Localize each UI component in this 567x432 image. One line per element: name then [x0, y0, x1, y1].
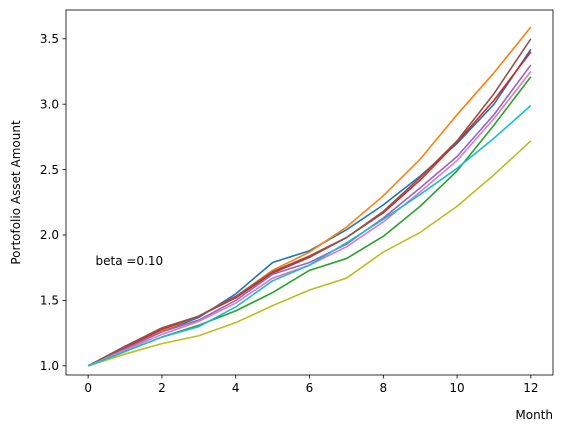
y-axis-ticks: 1.0 1.5 2.0 2.5 3.0 3.5 [40, 32, 66, 373]
x-axis-label: Month [515, 408, 553, 422]
x-axis-ticks: 0 2 4 6 8 10 12 [84, 375, 539, 395]
y-tick-label: 2.5 [40, 163, 59, 177]
series-line-7 [87, 70, 532, 367]
series-line-3 [87, 76, 532, 367]
y-tick-label: 1.0 [40, 359, 59, 373]
y-tick-label: 2.0 [40, 228, 59, 242]
x-tick-label: 2 [158, 381, 166, 395]
y-tick-label: 1.5 [40, 294, 59, 308]
series-layer [87, 26, 532, 367]
x-tick-label: 8 [379, 381, 387, 395]
y-tick-label: 3.0 [40, 97, 59, 111]
plot-frame [65, 9, 554, 376]
series-line-1 [87, 48, 532, 367]
x-tick-label: 12 [523, 381, 538, 395]
series-line-5 [87, 64, 532, 367]
y-axis-label: Portofolio Asset Amount [9, 120, 23, 265]
series-line-6 [87, 38, 532, 367]
series-line-4 [87, 51, 532, 367]
series-line-8 [87, 140, 532, 367]
x-tick-label: 6 [306, 381, 314, 395]
x-tick-label: 10 [449, 381, 464, 395]
series-line-9 [87, 104, 532, 367]
series-line-2 [87, 26, 532, 367]
beta-annotation: beta =0.10 [96, 254, 164, 268]
y-tick-label: 3.5 [40, 32, 59, 46]
x-tick-label: 0 [84, 381, 92, 395]
x-tick-label: 4 [232, 381, 240, 395]
